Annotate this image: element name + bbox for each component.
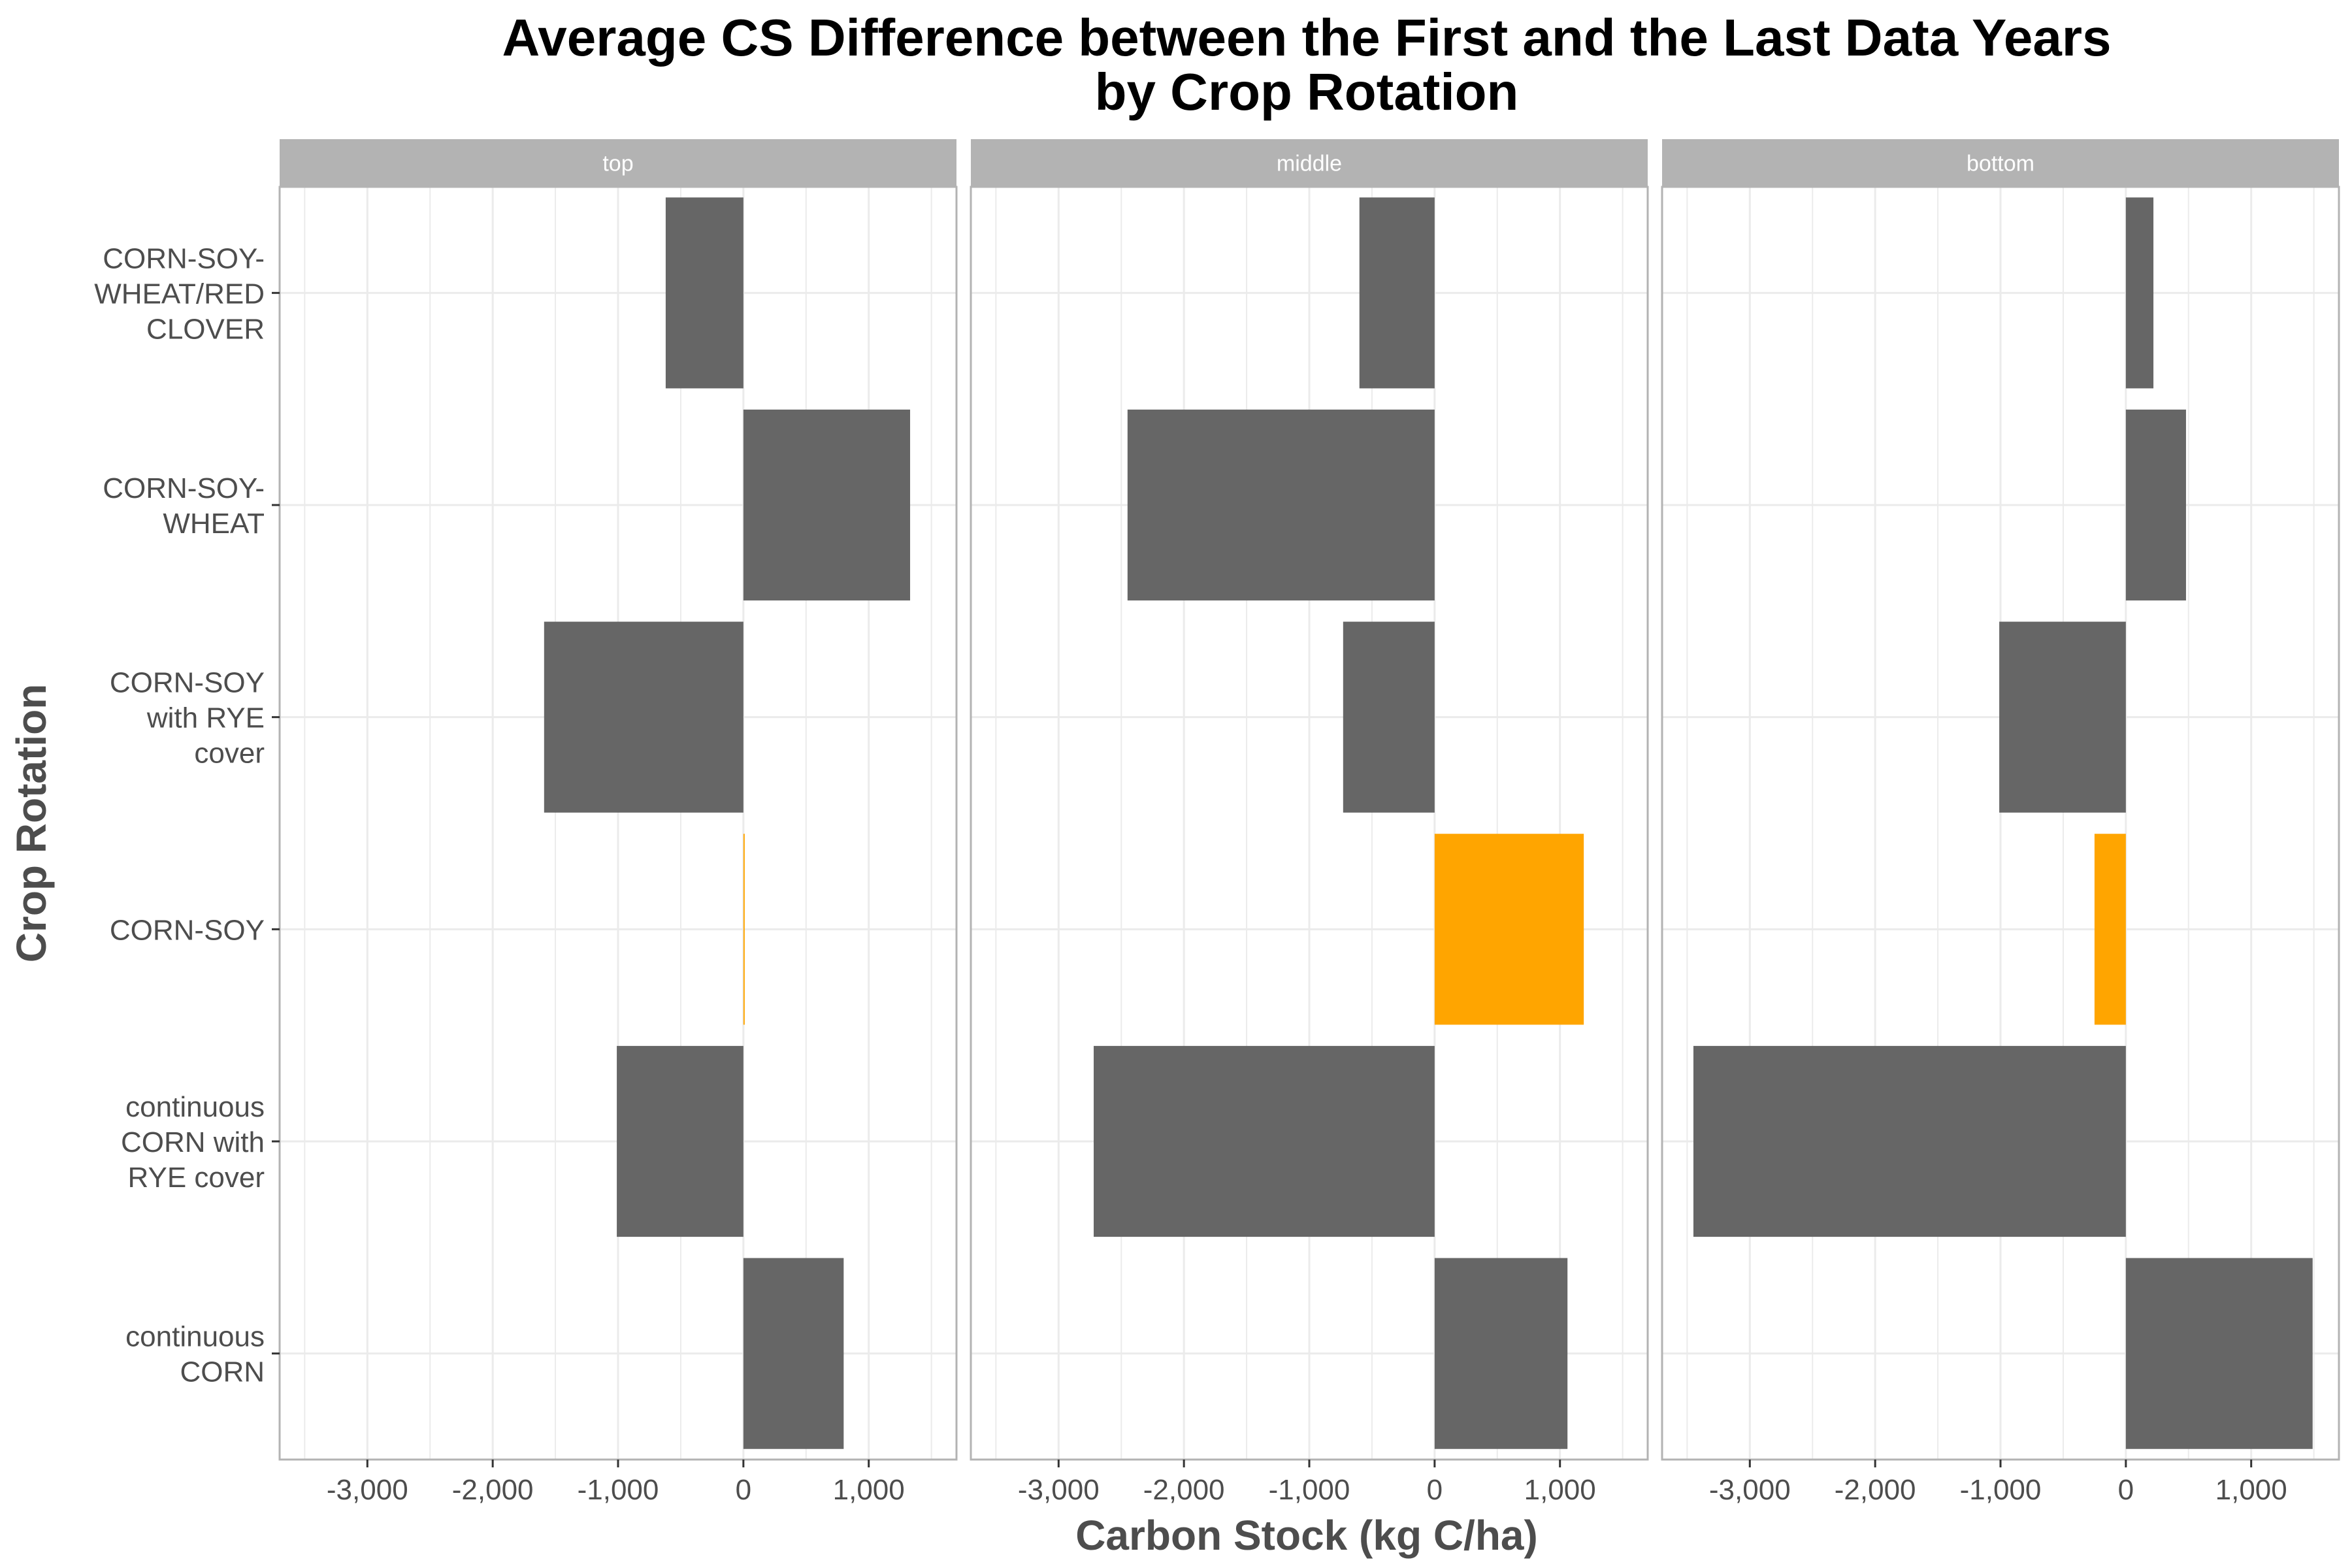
facet-strip-label: middle (1277, 152, 1342, 176)
bar-middle-2 (1343, 621, 1435, 813)
bar-middle-3 (1434, 834, 1584, 1025)
bar-top-3 (743, 834, 745, 1025)
y-tick-label: WHEAT (163, 508, 265, 540)
bar-bottom-4 (1693, 1045, 2126, 1237)
y-tick-label: CORN (180, 1356, 265, 1388)
x-tick-label: -1,000 (1960, 1474, 2042, 1506)
x-tick-label: -2,000 (1143, 1474, 1225, 1506)
facet-strip (971, 139, 1648, 187)
x-axis-title: Carbon Stock (kg C/ha) (1075, 1512, 1538, 1559)
y-tick-label: continuous (125, 1091, 265, 1123)
facet-strip (1662, 139, 2339, 187)
y-tick-label: WHEAT/RED (94, 278, 265, 310)
y-tick-label: CORN-SOY (110, 667, 265, 699)
facet-strip (280, 139, 956, 187)
y-axis-title: Crop Rotation (8, 684, 55, 963)
x-tick-label: -2,000 (452, 1474, 534, 1506)
chart-title-line-2: by Crop Rotation (1095, 63, 1519, 121)
facet-strip-label: bottom (1967, 152, 2034, 176)
x-tick-label: 0 (2118, 1474, 2134, 1506)
bar-top-5 (743, 1258, 844, 1449)
bar-top-1 (743, 409, 911, 601)
x-tick-label: -3,000 (1018, 1474, 1100, 1506)
x-tick-label: 0 (1427, 1474, 1443, 1506)
y-tick-label: CORN-SOY- (103, 242, 265, 274)
bar-middle-0 (1359, 197, 1435, 389)
x-tick-label: -3,000 (327, 1474, 408, 1506)
bar-middle-4 (1094, 1045, 1435, 1237)
x-tick-label: 1,000 (833, 1474, 905, 1506)
bar-top-0 (665, 197, 743, 389)
bar-bottom-5 (2125, 1258, 2313, 1449)
facet-panel-middle: middle -3,000 -2,000 -1,000 0 1,000 (970, 139, 1649, 1506)
x-tick-label: 1,000 (2215, 1474, 2287, 1506)
x-tick-label: -1,000 (1269, 1474, 1350, 1506)
bar-middle-5 (1434, 1258, 1568, 1449)
x-tick-label: 0 (736, 1474, 751, 1506)
y-tick-label: CLOVER (146, 313, 265, 345)
y-tick-label: CORN with (121, 1126, 265, 1158)
y-tick-label: cover (194, 738, 265, 770)
facet-strip-label: top (602, 152, 633, 176)
bar-bottom-0 (2125, 197, 2154, 389)
x-tick-label: 1,000 (1524, 1474, 1596, 1506)
y-tick-label: continuous (125, 1321, 265, 1353)
bar-bottom-1 (2125, 409, 2186, 601)
bar-middle-1 (1127, 409, 1435, 601)
x-tick-label: -3,000 (1709, 1474, 1791, 1506)
y-tick-label: CORN-SOY (110, 914, 265, 946)
x-tick-label: -2,000 (1835, 1474, 1916, 1506)
y-tick-label: CORN-SOY- (103, 472, 265, 504)
facet-panel-bottom: bottom -3,000 -2,000 -1,000 0 1,000 (1661, 139, 2340, 1506)
facet-panels: top -3,000 -2,000 -1,000 0 1,000 middle -3,000 -… (278, 139, 2340, 1506)
bar-top-4 (617, 1045, 743, 1237)
chart-title-line-1: Average CS Difference between the First … (502, 8, 2111, 67)
x-tick-label: -1,000 (578, 1474, 659, 1506)
facet-panel-top: top -3,000 -2,000 -1,000 0 1,000 (278, 139, 958, 1506)
bar-bottom-2 (1999, 621, 2126, 813)
y-tick-label: RYE cover (128, 1162, 265, 1194)
bar-top-2 (544, 621, 743, 813)
y-tick-label: with RYE (146, 702, 265, 734)
bar-bottom-3 (2094, 834, 2126, 1025)
